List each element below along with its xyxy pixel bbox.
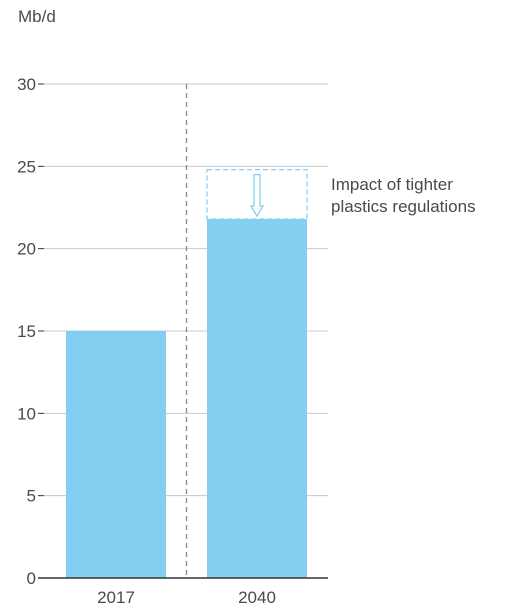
y-tick-label-30: 30: [17, 75, 36, 94]
y-tick-label-5: 5: [27, 487, 36, 506]
y-tick-label-0: 0: [27, 569, 36, 588]
y-tick-label-15: 15: [17, 322, 36, 341]
impact-annotation: [206, 168, 308, 220]
y-axis-unit-label: Mb/d: [18, 7, 56, 26]
axes: [38, 83, 328, 579]
y-tick-label-10: 10: [17, 404, 36, 423]
impact-dashed-box: [206, 168, 308, 220]
x-category-label-2040: 2040: [238, 588, 276, 607]
bar-2017: [66, 331, 166, 578]
x-category-label-2017: 2017: [97, 588, 135, 607]
bars: [66, 219, 307, 578]
labels: Mb/d 0 5 10 15 20 25 30 2017 2040 Impact of tighte…: [17, 7, 476, 607]
impact-label-line-2: plastics regulations: [331, 197, 476, 216]
impact-label-line-1: Impact of tighter: [331, 175, 453, 194]
impact-down-arrow-icon: [249, 173, 265, 218]
y-tick-label-20: 20: [17, 240, 36, 259]
bar-2040: [207, 219, 307, 578]
y-tick-label-25: 25: [17, 157, 36, 176]
